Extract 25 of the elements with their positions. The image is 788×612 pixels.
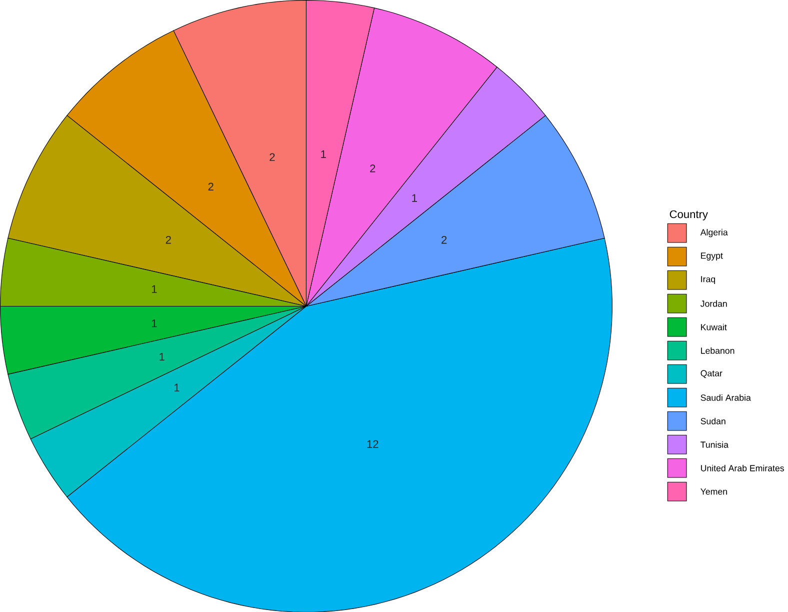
- legend-label: Algeria: [700, 228, 728, 237]
- legend-label: Saudi Arabia: [700, 394, 751, 401]
- data-label: 2: [208, 182, 214, 190]
- legend-label: Egypt: [701, 252, 723, 260]
- data-label: 2: [370, 164, 376, 172]
- data-label: 2: [166, 236, 171, 244]
- legend-label: Jordan: [700, 300, 727, 307]
- legend-label: United Arab Emirates: [701, 464, 784, 472]
- data-label: 2: [270, 153, 275, 161]
- data-label: 12: [367, 440, 378, 448]
- legend-label: Iraq: [701, 276, 716, 284]
- legend-label: Qatar: [700, 370, 722, 378]
- legend-label: Lebanon: [701, 347, 734, 354]
- legend-label: Kuwait: [701, 324, 727, 330]
- data-label: 1: [321, 150, 326, 158]
- data-label: 1: [174, 384, 180, 392]
- data-label: 1: [160, 352, 164, 360]
- data-label: 1: [152, 285, 157, 293]
- legend-label: Tunisia: [700, 441, 729, 448]
- data-label: 1: [412, 194, 417, 202]
- data-label: 1: [152, 319, 157, 327]
- legend-label: Yemen: [700, 488, 727, 494]
- legend-title: Country: [670, 210, 708, 220]
- legend-label: Sudan: [700, 418, 726, 424]
- data-label: 2: [442, 236, 447, 244]
